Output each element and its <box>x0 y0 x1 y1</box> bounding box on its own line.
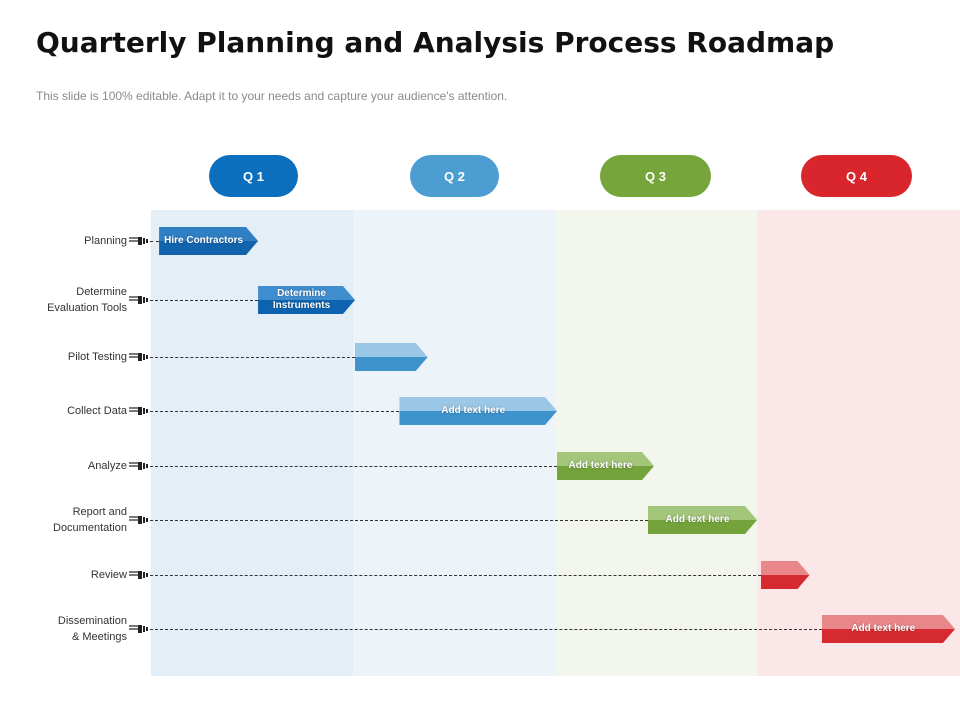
task-label: Add text here <box>568 460 633 471</box>
row-label: Planning <box>84 235 127 247</box>
row-label: Review <box>90 569 127 581</box>
timeline-dash <box>150 300 259 301</box>
row-label: Dissemination & Meetings <box>57 615 127 643</box>
connector-icon <box>129 353 148 361</box>
task-bar[interactable] <box>355 343 428 371</box>
connector-icon <box>129 516 148 524</box>
connector-icon <box>129 625 148 633</box>
task-bar[interactable] <box>761 561 809 589</box>
task-bar[interactable]: Hire Contractors <box>159 227 258 255</box>
connector-icon <box>129 462 148 470</box>
task-bar[interactable]: Determine Instruments <box>258 286 355 314</box>
task-bar[interactable]: Add text here <box>399 397 557 425</box>
page-subtitle: This slide is 100% editable. Adapt it to… <box>36 89 508 103</box>
connector-icon <box>129 296 148 304</box>
task-label: Add text here <box>851 623 916 634</box>
quarter-pill-1: Q 1 <box>209 155 298 197</box>
timeline-dash <box>150 520 648 521</box>
task-bar[interactable]: Add text here <box>822 615 955 643</box>
timeline-dash <box>150 411 400 412</box>
quarter-band-3 <box>555 210 757 676</box>
row-label: Report and Documentation <box>53 506 127 534</box>
timeline-dash <box>150 357 356 358</box>
task-label: Add text here <box>665 514 730 525</box>
timeline-dash <box>150 575 762 576</box>
timeline-dash <box>150 241 160 242</box>
quarter-band-1 <box>151 210 353 676</box>
task-bar[interactable]: Add text here <box>648 506 757 534</box>
quarter-pill-4: Q 4 <box>801 155 912 197</box>
task-label: Determine Instruments <box>272 288 331 311</box>
row-label: Determine Evaluation Tools <box>47 286 127 314</box>
task-bar[interactable]: Add text here <box>557 452 654 480</box>
row-label: Analyze <box>87 460 127 472</box>
row-label: Pilot Testing <box>67 351 127 363</box>
row-label: Collect Data <box>67 405 127 417</box>
task-label: Add text here <box>441 405 506 416</box>
page-title: Quarterly Planning and Analysis Process … <box>36 26 835 59</box>
timeline-dash <box>150 466 558 467</box>
quarter-band-2 <box>353 210 555 676</box>
quarter-band-4 <box>757 210 960 676</box>
quarter-pill-3: Q 3 <box>600 155 711 197</box>
connector-icon <box>129 237 148 245</box>
timeline-dash <box>150 629 822 630</box>
connector-icon <box>129 407 148 415</box>
task-label: Hire Contractors <box>164 235 244 246</box>
connector-icon <box>129 571 148 579</box>
quarter-pill-2: Q 2 <box>410 155 499 197</box>
